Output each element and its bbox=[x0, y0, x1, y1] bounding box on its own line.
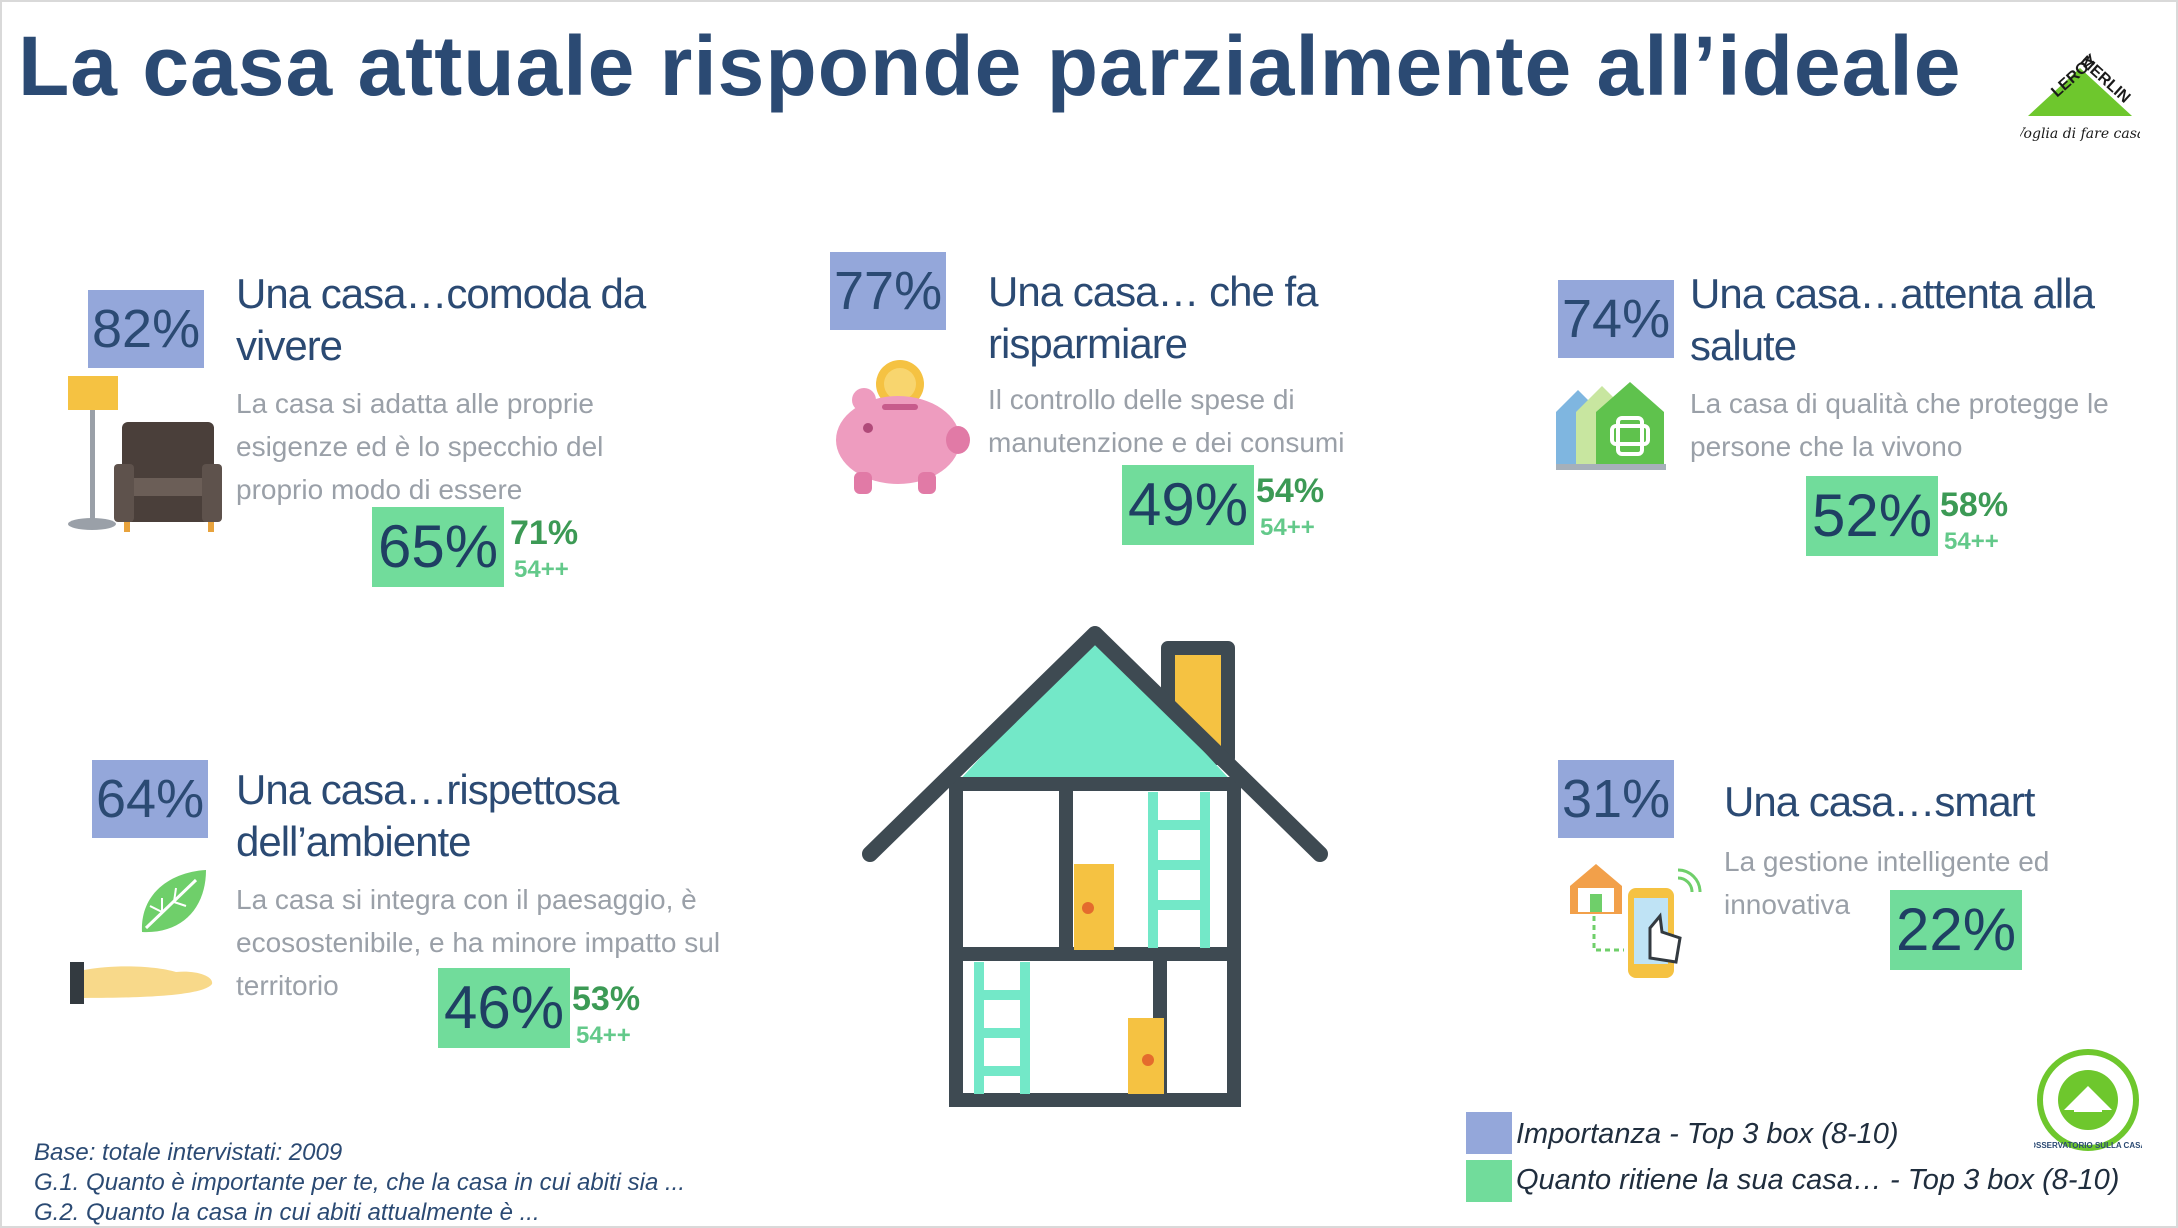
age-54-label: 54++ bbox=[1944, 528, 1999, 555]
current-badge: 46% bbox=[438, 968, 571, 1048]
age-54-percent: 71% bbox=[510, 514, 579, 552]
piggy-bank-icon bbox=[826, 356, 972, 507]
item-heading: Una casa…rispettosa dell’ambiente bbox=[236, 766, 620, 865]
svg-text:Voglia di fare casa: Voglia di fare casa bbox=[2020, 126, 2140, 142]
svg-text:OSSERVATORIO SULLA CASA: OSSERVATORIO SULLA CASA bbox=[2034, 1141, 2142, 1150]
age-54-label: 54++ bbox=[514, 556, 569, 583]
importance-badge: 64% bbox=[92, 760, 209, 838]
footnotes: Base: totale intervistati: 2009 G.1. Qua… bbox=[34, 1138, 685, 1228]
leroy-merlin-logo: LEROY MERLIN Voglia di fare casa bbox=[2015, 38, 2146, 158]
legend-swatch-current bbox=[1466, 1160, 1512, 1202]
footnote-base: Base: totale intervistati: 2009 bbox=[34, 1139, 343, 1166]
leaf-hand-icon bbox=[66, 860, 226, 1015]
age-54-label: 54++ bbox=[1260, 514, 1315, 541]
page-title: La casa attuale risponde parzialmente al… bbox=[18, 19, 1962, 113]
current-badge: 65% bbox=[372, 507, 505, 587]
importance-badge: 31% bbox=[1558, 760, 1675, 838]
item-description: La casa si adatta alle proprie esigenze e… bbox=[236, 388, 604, 505]
smart-home-phone-icon bbox=[1566, 858, 1702, 991]
importance-badge: 82% bbox=[88, 290, 205, 368]
legend-label-importance: Importanza - Top 3 box (8-10) bbox=[1516, 1118, 1899, 1150]
item-description: Il controllo delle spese di manutenzione … bbox=[988, 384, 1345, 458]
footnote-g1: G.1. Quanto è importante per te, che la … bbox=[34, 1169, 686, 1196]
item-heading: Una casa…smart bbox=[1724, 778, 2035, 825]
age-54-label: 54++ bbox=[576, 1022, 631, 1049]
health-houses-icon bbox=[1552, 378, 1680, 475]
footnote-g2: G.2. Quanto la casa in cui abiti attualm… bbox=[34, 1199, 540, 1226]
legend-label-current: Quanto ritiene la sua casa… - Top 3 box … bbox=[1516, 1164, 2120, 1196]
legend-swatch-importance bbox=[1466, 1112, 1512, 1154]
importance-badge: 77% bbox=[830, 252, 947, 330]
age-54-percent: 58% bbox=[1940, 486, 2009, 524]
item-description: La gestione intelligente ed innovativa bbox=[1724, 846, 2050, 920]
current-badge: 49% bbox=[1122, 465, 1255, 545]
current-badge: 22% bbox=[1890, 890, 2023, 970]
item-description: La casa si integra con il paesaggio, è ec… bbox=[236, 884, 721, 1001]
age-54-percent: 53% bbox=[572, 980, 641, 1018]
age-54-percent: 54% bbox=[1256, 472, 1325, 510]
osservatorio-badge-icon: OSSERVATORIO SULLA CASA bbox=[2030, 1046, 2146, 1159]
item-heading: Una casa…attenta alla salute bbox=[1690, 270, 2095, 369]
importance-badge: 74% bbox=[1558, 280, 1675, 358]
armchair-lamp-icon bbox=[64, 374, 224, 539]
item-heading: Una casa…comoda da vivere bbox=[236, 270, 646, 369]
current-badge: 52% bbox=[1806, 476, 1939, 556]
house-illustration bbox=[860, 624, 1330, 1119]
item-heading: Una casa… che fa risparmiare bbox=[988, 268, 1319, 367]
item-description: La casa di qualità che protegge le person… bbox=[1690, 388, 2109, 462]
